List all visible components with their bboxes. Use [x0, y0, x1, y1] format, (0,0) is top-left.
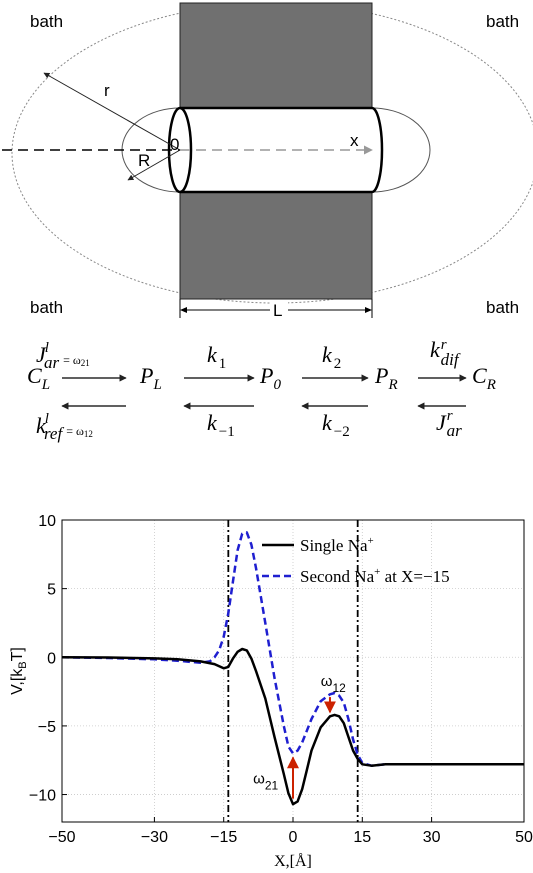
tick-label-x-0: −50	[48, 829, 75, 846]
legend-label-single: Single Na+	[300, 535, 374, 555]
membrane-slab-top	[179, 2, 373, 109]
rate-backward-1: kl ref = ω12	[36, 411, 93, 443]
x-axis-label: x	[350, 131, 359, 150]
annotations: ω21 ω12	[253, 673, 346, 799]
radius-R-arrow	[127, 149, 181, 181]
length-label: L	[273, 301, 282, 320]
state-PR: PR	[374, 363, 398, 393]
bath-label-top-right: bath	[486, 12, 519, 31]
series	[62, 531, 524, 806]
membrane-diagram: bath bath bath bath r R 0 x L	[2, 2, 533, 320]
tick-label-x-3: 0	[289, 829, 298, 846]
bath-boundary	[11, 2, 533, 304]
state-CL: CL	[27, 363, 50, 393]
tick-label-y-4: −10	[29, 788, 56, 805]
annotation-label-w21: ω21	[253, 771, 278, 793]
series-line-0	[62, 647, 524, 806]
rate-backward-4: Jr ar	[436, 408, 462, 440]
boundary-lines	[227, 520, 359, 822]
tick-label-x-1: −30	[141, 829, 168, 846]
y-axis-title: V,[kBT]	[9, 647, 29, 695]
radius-r-label: r	[104, 81, 110, 100]
origin-label: 0	[170, 135, 179, 154]
state-PL: PL	[139, 363, 162, 393]
tick-label-y-0: 10	[38, 513, 56, 530]
tick-label-y-2: 0	[47, 650, 56, 667]
series-line-1	[62, 531, 524, 767]
tick-label-x-5: 30	[423, 829, 441, 846]
state-CR: CR	[472, 363, 496, 393]
rate-forward-4: kr dif	[430, 337, 461, 369]
length-bar-arrow-left	[180, 307, 187, 313]
bath-label-top-left: bath	[30, 12, 63, 31]
rate-backward-2: k −1	[207, 410, 235, 440]
tick-label-y-3: −5	[38, 719, 56, 736]
bath-label-bottom-left: bath	[30, 298, 63, 317]
rate-backward-3: k −2	[322, 410, 350, 440]
rate-forward-1: Jl ar = ω21	[36, 340, 90, 372]
length-bar-arrow-right	[365, 307, 372, 313]
right-cap	[371, 107, 431, 193]
state-P0: P0	[259, 363, 281, 393]
tick-label-x-6: 50	[515, 829, 533, 846]
legend-label-second: Second Na+ at X=−15	[300, 566, 450, 586]
tick-label-x-2: −15	[210, 829, 237, 846]
legend: Single Na+ Second Na+ at X=−15	[262, 535, 450, 586]
channel-mouth-right	[371, 106, 384, 194]
bath-label-bottom-right: bath	[486, 298, 519, 317]
tick-label-y-1: 5	[47, 582, 56, 599]
membrane-slab-bottom	[179, 191, 373, 300]
x-axis-title: X,[Å]	[274, 852, 312, 870]
annotation-label-w12: ω12	[321, 673, 346, 695]
radius-r-arrow	[43, 72, 181, 151]
radius-R-label: R	[138, 151, 150, 170]
length-label-bg	[270, 301, 288, 319]
tick-label-x-4: 15	[353, 829, 371, 846]
